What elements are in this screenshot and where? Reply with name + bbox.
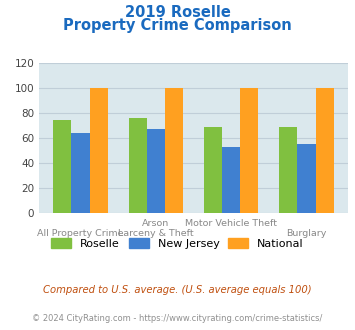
Bar	[279, 126, 297, 213]
Text: 2019 Roselle: 2019 Roselle	[125, 5, 230, 20]
Bar	[53, 120, 71, 213]
Bar	[147, 129, 165, 213]
Bar	[165, 88, 183, 213]
Text: Motor Vehicle Theft: Motor Vehicle Theft	[185, 219, 277, 228]
Bar	[240, 88, 258, 213]
Text: Larceny & Theft: Larceny & Theft	[118, 229, 193, 238]
Text: © 2024 CityRating.com - https://www.cityrating.com/crime-statistics/: © 2024 CityRating.com - https://www.city…	[32, 314, 323, 323]
Text: Compared to U.S. average. (U.S. average equals 100): Compared to U.S. average. (U.S. average …	[43, 285, 312, 295]
Text: Arson: Arson	[142, 219, 169, 228]
Text: All Property Crime: All Property Crime	[37, 229, 124, 238]
Bar	[297, 144, 316, 213]
Bar	[129, 118, 147, 213]
Text: Property Crime Comparison: Property Crime Comparison	[63, 18, 292, 33]
Bar	[71, 133, 89, 213]
Bar	[89, 88, 108, 213]
Bar	[316, 88, 334, 213]
Bar	[204, 126, 222, 213]
Bar	[222, 147, 240, 213]
Legend: Roselle, New Jersey, National: Roselle, New Jersey, National	[47, 234, 308, 253]
Text: Burglary: Burglary	[286, 229, 327, 238]
